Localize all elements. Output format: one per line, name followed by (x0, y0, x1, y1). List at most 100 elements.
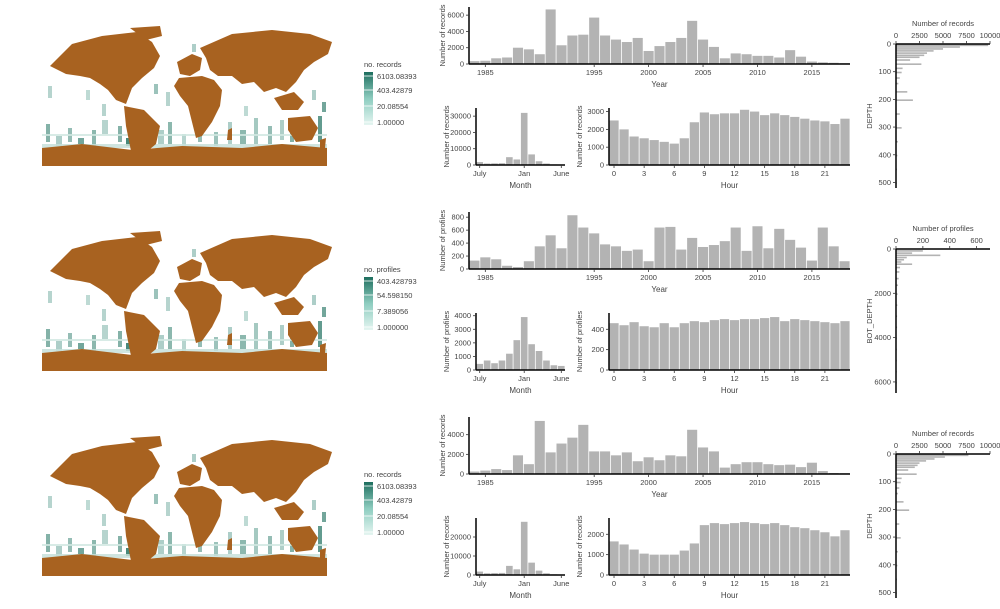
land-mass (274, 92, 304, 110)
x-axis-label: Month (509, 181, 531, 190)
bar (528, 154, 535, 165)
x-tick-label: 1985 (477, 273, 494, 282)
legend-label: 403.428793 (377, 277, 417, 286)
depth-bar (896, 261, 902, 263)
bar (543, 573, 550, 575)
x-tick-label: 7500 (958, 441, 975, 450)
bar (639, 138, 649, 165)
x-axis-label: Hour (721, 591, 739, 600)
bar (578, 34, 589, 64)
bar (840, 118, 850, 165)
bar (719, 524, 730, 575)
y-tick-label: 1000 (454, 352, 471, 361)
map-cell (254, 118, 258, 144)
legend-title: no. records (364, 60, 402, 69)
bar (483, 573, 491, 575)
legend-label: 7.389056 (377, 307, 408, 316)
land-mass (174, 76, 222, 138)
y-tick-label: 400 (878, 560, 891, 569)
legend-label: 20.08554 (377, 512, 408, 521)
bar (763, 464, 774, 474)
y-tick-label: 2000 (874, 289, 891, 298)
map-cell (166, 502, 170, 516)
bar (545, 9, 556, 65)
x-tick-label: 7500 (958, 31, 975, 40)
land-mass (50, 237, 160, 309)
map-cell (46, 124, 50, 142)
bar (528, 562, 535, 575)
map-cell (322, 512, 326, 522)
world-map (42, 436, 332, 576)
x-tick-label: 0 (894, 236, 898, 245)
y-tick-label: 4000 (454, 311, 471, 320)
depth-bar (896, 50, 934, 52)
map-cell (254, 323, 258, 349)
x-tick-label: 0 (612, 374, 616, 383)
bar (480, 257, 491, 269)
map-cell (322, 307, 326, 317)
map-cell (192, 454, 196, 462)
bar (741, 54, 752, 64)
bar (513, 340, 521, 370)
map-cell (254, 528, 258, 554)
x-tick-label: 12 (730, 579, 738, 588)
bar (780, 321, 790, 370)
depth-bar (896, 492, 898, 495)
bar (774, 228, 785, 269)
x-tick-label: 9 (702, 374, 706, 383)
x-axis-label: Month (509, 591, 531, 600)
bar (600, 451, 611, 474)
bar (491, 58, 502, 64)
land-mass (50, 442, 160, 514)
bar (619, 544, 629, 575)
y-tick-label: 500 (878, 588, 891, 597)
x-tick-label: 2000 (640, 478, 657, 487)
map-cell (102, 530, 108, 544)
land-mass (274, 297, 304, 315)
y-tick-label: 400 (451, 239, 464, 248)
x-tick-label: 21 (821, 169, 829, 178)
land-mass (177, 54, 202, 76)
land-mass (288, 526, 318, 552)
bar (817, 471, 828, 474)
y-tick-label: 0 (460, 60, 464, 69)
bar (795, 467, 807, 474)
depth-chart: 0 200 400 600 Number of profiles 0 2000 4000 600… (865, 224, 990, 393)
bar (820, 121, 830, 165)
bar (810, 530, 820, 575)
bar (567, 437, 578, 474)
x-tick-label: 2010 (749, 478, 766, 487)
bar (550, 365, 558, 370)
legend-colorbar (364, 277, 373, 330)
legend-label: 6103.08393 (377, 72, 417, 81)
x-tick-label: Jan (518, 579, 530, 588)
depth-bar (896, 67, 903, 70)
legend-colorbar (364, 72, 373, 125)
map-cell (214, 132, 218, 146)
depth-bar (896, 550, 898, 553)
map-cell (240, 540, 246, 554)
bar (820, 322, 830, 370)
map-cell (42, 144, 327, 148)
y-tick-label: 1000 (587, 550, 604, 559)
x-tick-label: 2005 (695, 478, 712, 487)
bar (567, 35, 578, 64)
map-cell (78, 138, 84, 144)
y-tick-label: 2000 (447, 43, 464, 52)
bar (498, 360, 506, 370)
x-axis-label: Month (509, 386, 531, 395)
bar (502, 470, 513, 474)
map-cell (56, 341, 62, 351)
map-cell (244, 106, 248, 116)
bar (659, 554, 669, 575)
bar (480, 470, 491, 474)
depth-bar (896, 501, 904, 503)
x-tick-label: 2500 (911, 31, 928, 40)
map-cell (102, 104, 106, 116)
bar (729, 320, 740, 370)
y-tick-label: 300 (878, 123, 891, 132)
bar (654, 227, 665, 269)
map-cell (280, 530, 284, 550)
bar (491, 573, 498, 575)
depth-bar (896, 258, 905, 261)
